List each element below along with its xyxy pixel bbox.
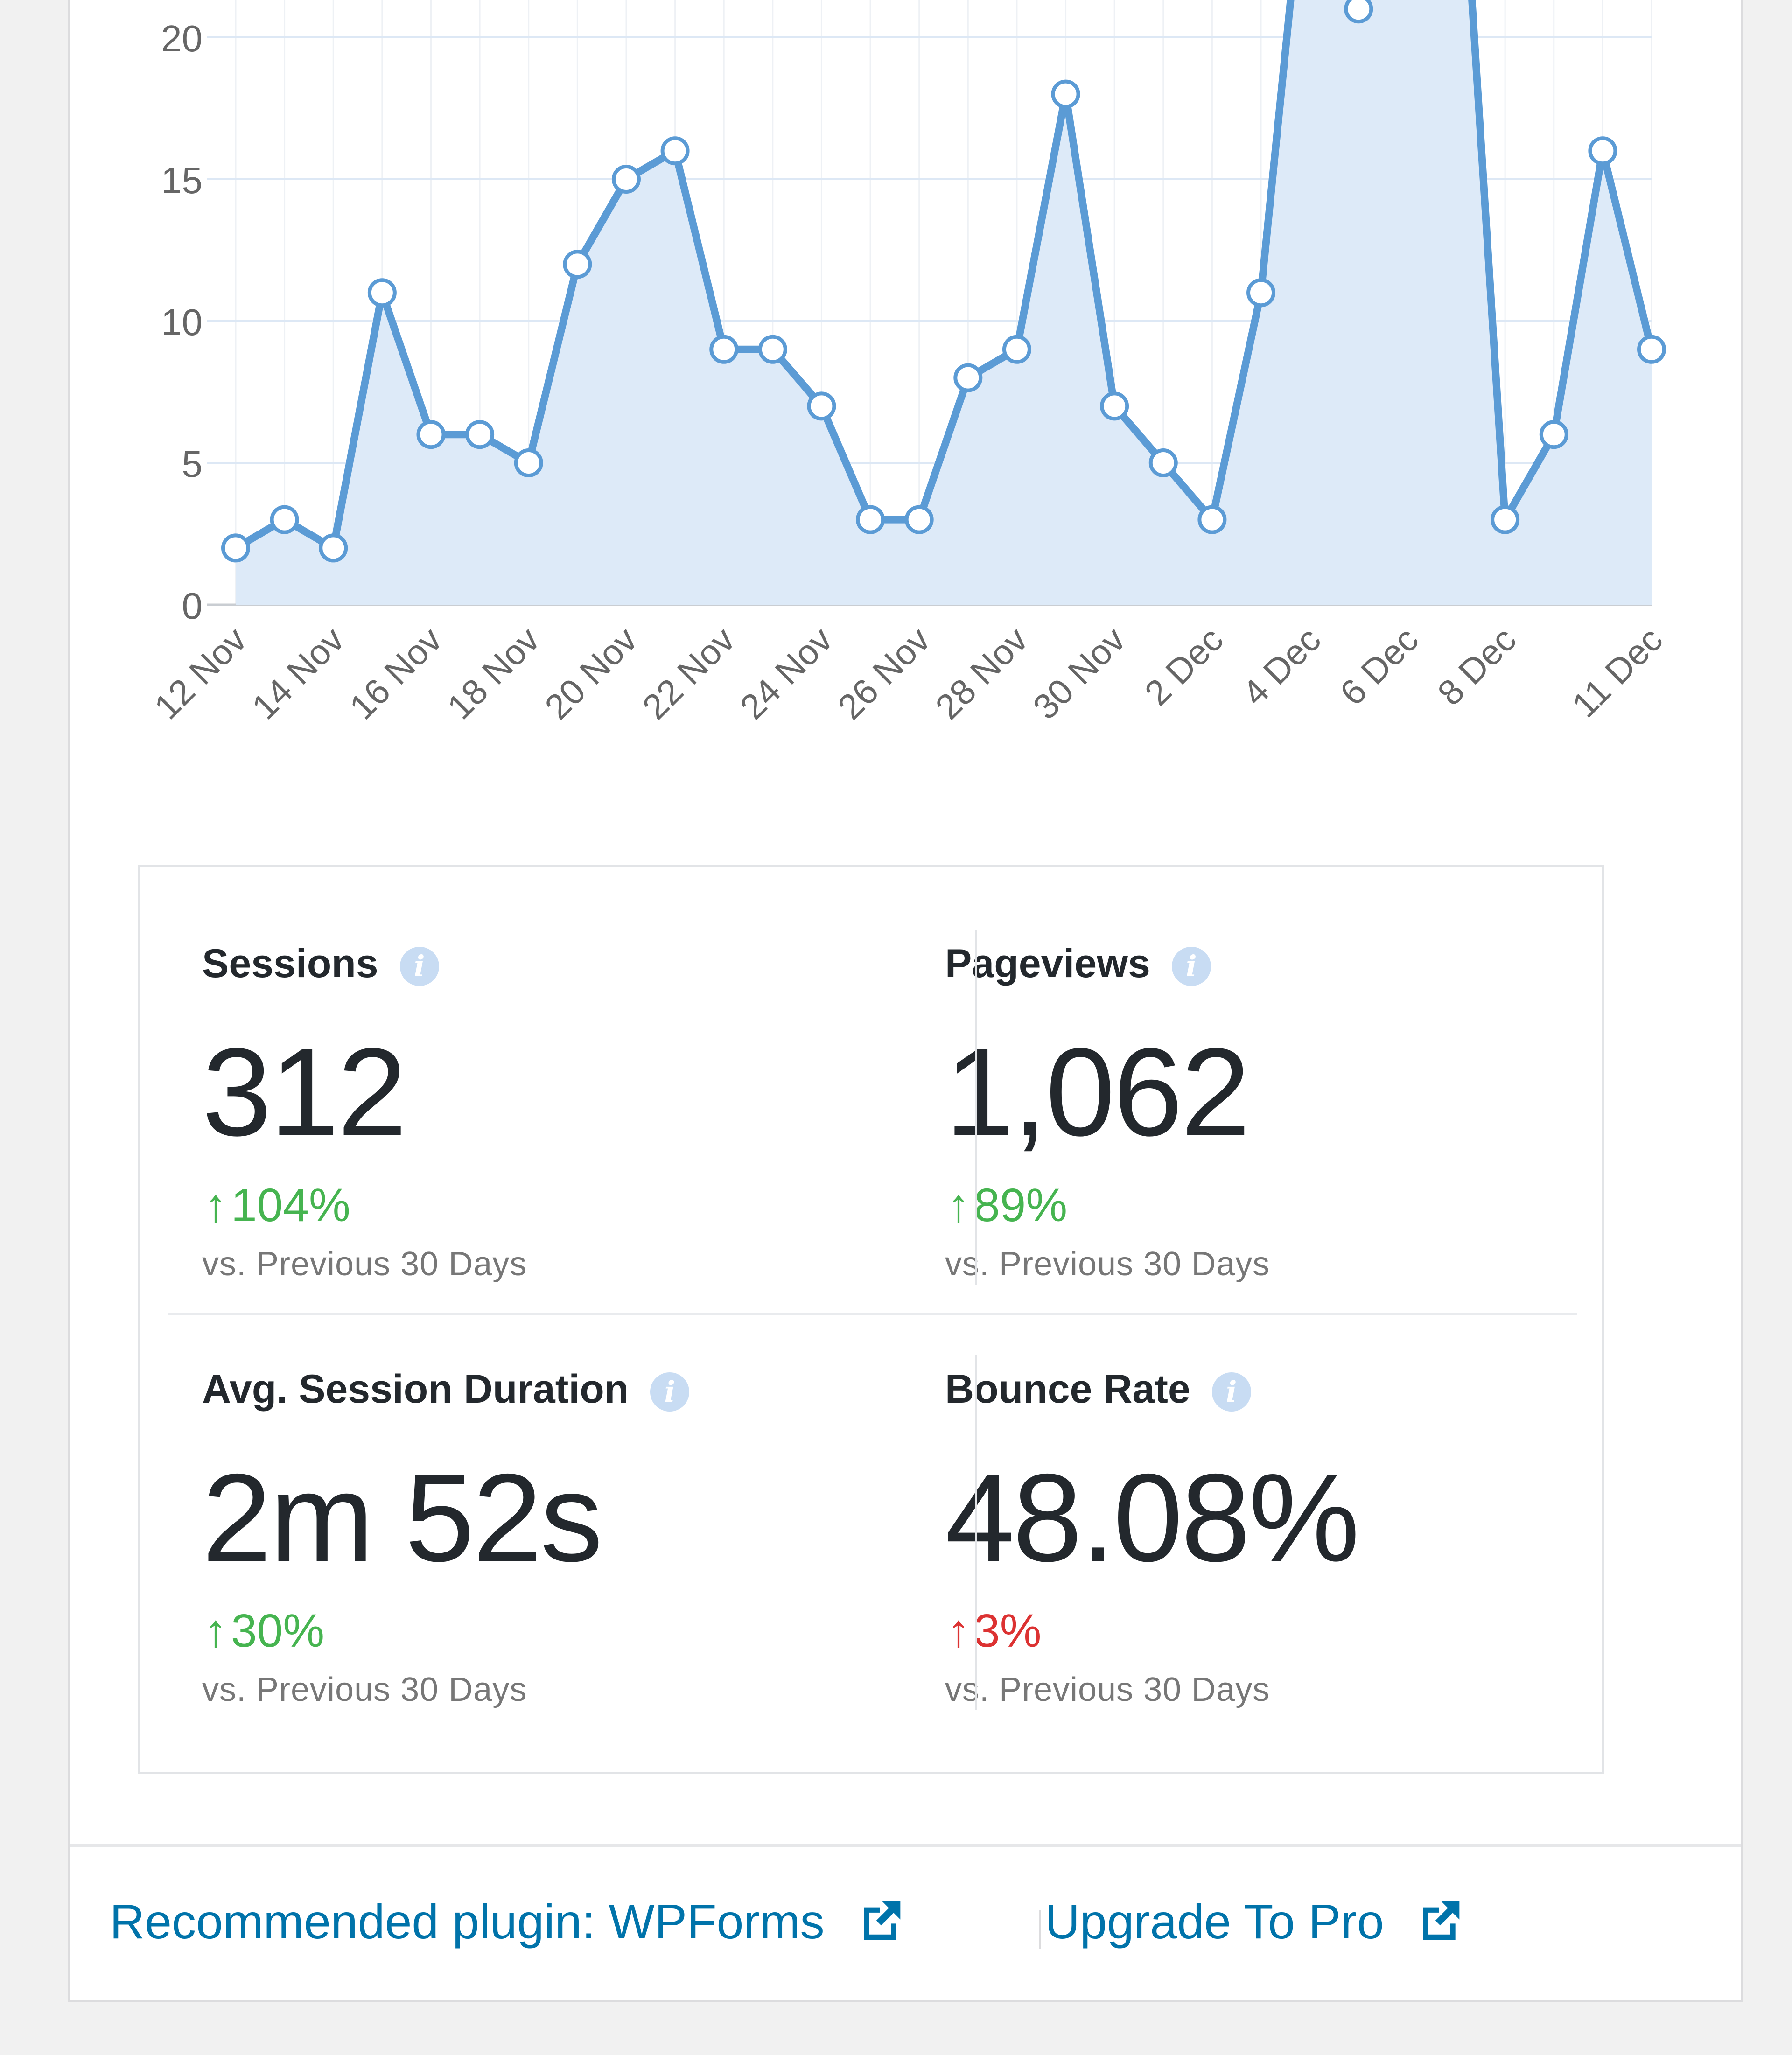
stat-change: ↑104% — [204, 1179, 350, 1232]
data-point — [465, 420, 495, 449]
data-point — [1637, 335, 1666, 364]
stat-change-value: 30% — [231, 1605, 325, 1657]
upgrade-to-pro-link[interactable]: Upgrade To Pro — [1045, 1894, 1463, 1950]
x-tick-label: 22 Nov — [635, 620, 742, 727]
stats-overview: Sessions i 312 ↑104% vs. Previous 30 Days… — [138, 865, 1604, 1774]
x-tick-label: 6 Dec — [1332, 620, 1426, 713]
info-icon[interactable]: i — [1211, 1372, 1251, 1412]
data-point — [1100, 391, 1129, 421]
data-point — [758, 335, 787, 364]
stat-divider-vertical — [975, 1355, 977, 1710]
data-point — [1588, 136, 1617, 166]
data-point — [904, 505, 934, 534]
info-icon[interactable]: i — [399, 947, 439, 986]
arrow-up-icon: ↑ — [204, 1605, 227, 1657]
stat-period: vs. Previous 30 Days — [945, 1671, 1270, 1708]
stat-label: Bounce Rate — [945, 1367, 1190, 1412]
arrow-up-icon: ↑ — [947, 1605, 970, 1657]
stat-change-value: 3% — [974, 1605, 1042, 1657]
data-point — [709, 335, 739, 364]
stat-change: ↑89% — [947, 1179, 1067, 1232]
stat-label: Avg. Session Duration — [202, 1367, 629, 1412]
data-point — [221, 533, 250, 563]
footer-separator — [1039, 1910, 1041, 1949]
upgrade-to-pro-label: Upgrade To Pro — [1045, 1895, 1384, 1949]
x-tick-label: 30 Nov — [1026, 620, 1133, 727]
data-point — [319, 533, 348, 563]
x-tick-label: 24 Nov — [733, 620, 840, 727]
data-point — [611, 165, 641, 194]
stat-value: 2m 52s — [202, 1447, 603, 1587]
stat-change-value: 104% — [231, 1179, 350, 1231]
stat-period: vs. Previous 30 Days — [945, 1245, 1270, 1283]
data-point — [367, 278, 397, 308]
y-tick-label: 10 — [161, 301, 203, 343]
external-link-icon — [1423, 1901, 1460, 1940]
data-point — [807, 391, 836, 421]
stat-divider-vertical — [975, 930, 977, 1285]
recommended-plugin-link[interactable]: Recommended plugin: WPForms — [110, 1894, 904, 1950]
x-tick-label: 12 Nov — [147, 620, 254, 727]
stat-value: 48.08% — [945, 1447, 1360, 1587]
recommended-plugin-label: Recommended plugin: WPForms — [110, 1895, 825, 1949]
data-point — [270, 505, 299, 534]
stat-label: Sessions — [202, 941, 378, 986]
stat-avg-session-duration: Avg. Session Duration i 2m 52s ↑30% vs. P… — [202, 1366, 911, 1786]
data-point — [514, 448, 543, 477]
stat-period: vs. Previous 30 Days — [202, 1245, 527, 1283]
data-point — [1246, 278, 1276, 308]
data-point — [660, 136, 690, 166]
stat-change: ↑30% — [204, 1604, 324, 1658]
data-point — [1002, 335, 1031, 364]
x-tick-label: 4 Dec — [1235, 620, 1328, 713]
y-tick-label: 5 — [182, 443, 203, 485]
footer-divider — [70, 1844, 1741, 1847]
stat-divider-horizontal — [168, 1313, 1577, 1315]
x-tick-label: 2 Dec — [1137, 620, 1231, 713]
data-point — [1344, 0, 1373, 24]
x-tick-label: 14 Nov — [245, 620, 352, 727]
data-point — [1148, 448, 1178, 477]
x-tick-label: 20 Nov — [538, 620, 645, 727]
x-tick-label: 11 Dec — [1565, 620, 1670, 725]
stat-value: 312 — [202, 1022, 407, 1162]
info-icon[interactable]: i — [650, 1372, 690, 1412]
stat-pageviews: Pageviews i 1,062 ↑89% vs. Previous 30 Da… — [945, 941, 1654, 1361]
data-point — [1197, 505, 1227, 534]
y-tick-label: 20 — [161, 18, 203, 59]
y-tick-label: 15 — [161, 160, 203, 201]
external-link-icon — [863, 1901, 900, 1940]
x-tick-label: 26 Nov — [830, 620, 938, 727]
stat-change: ↑3% — [947, 1604, 1042, 1658]
data-point — [1051, 79, 1080, 109]
stat-bounce-rate: Bounce Rate i 48.08% ↑3% vs. Previous 30 … — [945, 1366, 1654, 1786]
series-area — [236, 0, 1652, 605]
arrow-up-icon: ↑ — [947, 1179, 970, 1231]
analytics-widget: 0 5 10 15 20 12 Nov 14 Nov 16 Nov 18 Nov 20 Nov 22… — [68, 0, 1743, 2002]
data-point — [1491, 505, 1520, 534]
arrow-up-icon: ↑ — [204, 1179, 227, 1231]
stat-label: Pageviews — [945, 941, 1150, 986]
data-point — [563, 250, 592, 279]
data-point — [856, 505, 885, 534]
x-tick-label: 8 Dec — [1430, 620, 1524, 713]
y-tick-label: 0 — [182, 585, 203, 627]
stat-change-value: 89% — [974, 1179, 1068, 1231]
data-point — [416, 420, 446, 449]
data-point — [1539, 420, 1568, 449]
x-tick-label: 18 Nov — [440, 620, 547, 727]
stat-period: vs. Previous 30 Days — [202, 1671, 527, 1708]
stat-value: 1,062 — [945, 1022, 1251, 1162]
x-tick-label: 16 Nov — [342, 620, 449, 727]
stat-sessions: Sessions i 312 ↑104% vs. Previous 30 Days — [202, 941, 911, 1361]
data-point — [953, 363, 983, 392]
info-icon[interactable]: i — [1171, 947, 1211, 986]
x-tick-label: 28 Nov — [928, 620, 1036, 727]
